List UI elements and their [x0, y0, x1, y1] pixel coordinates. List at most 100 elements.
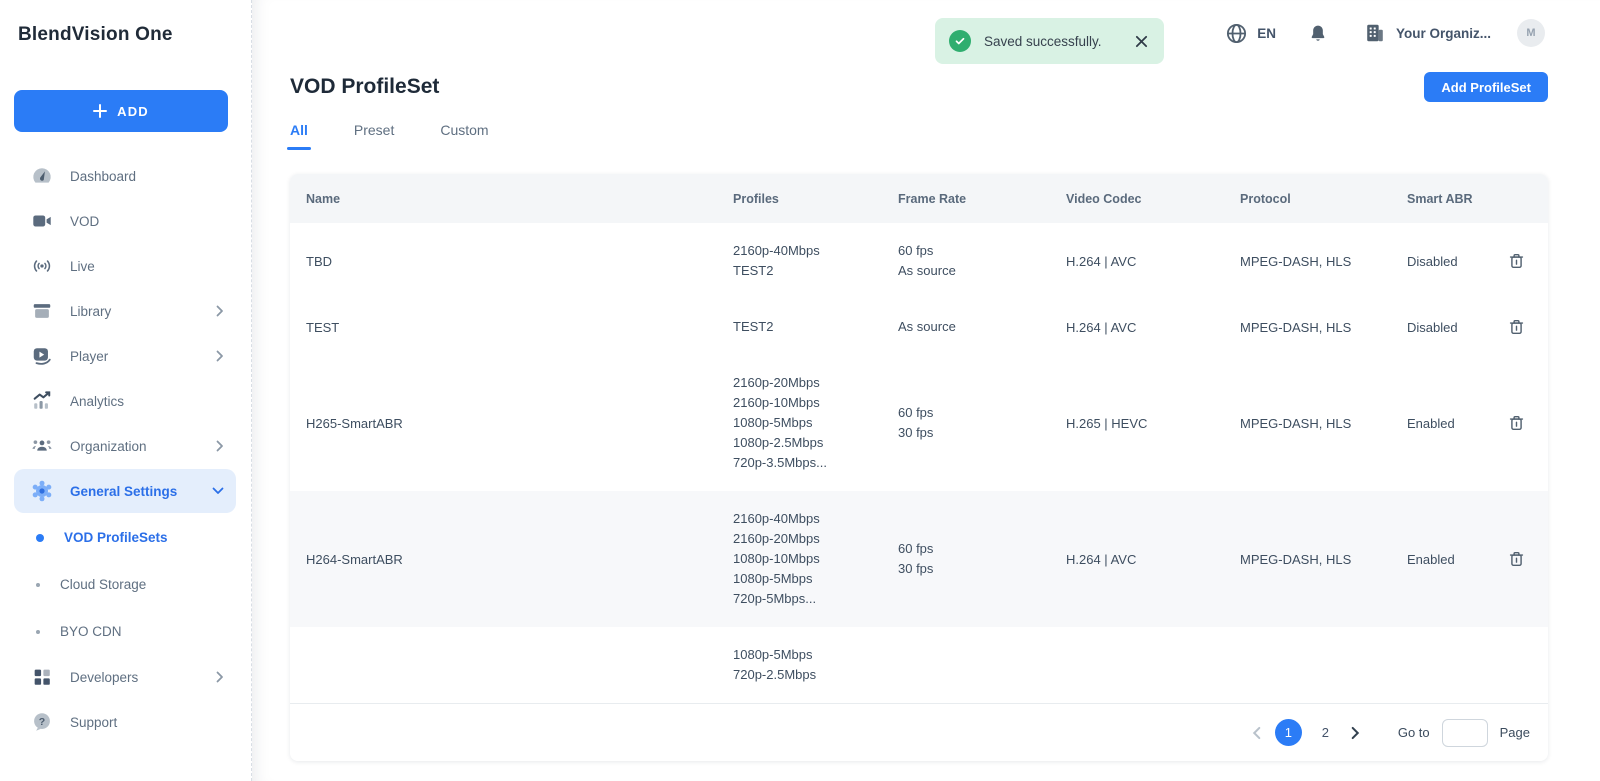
sidebar-subitem-label: BYO CDN	[60, 624, 122, 639]
table-row[interactable]: TEST TEST2 As source H.264 | AVC MPEG-DASH, …	[290, 299, 1548, 355]
svg-text:?: ?	[39, 716, 45, 728]
cell-name: TBD	[306, 253, 332, 269]
analytics-icon	[30, 390, 54, 412]
sidebar-subitem-byo-cdn[interactable]: BYO CDN	[0, 608, 251, 655]
table-body: TBD 2160p-40Mbps TEST2 60 fps As source H.264…	[290, 223, 1548, 703]
goto-label: Go to	[1397, 725, 1430, 740]
table-row[interactable]: H264-SmartABR 2160p-40Mbps 2160p-20Mbps 108…	[290, 491, 1548, 627]
sidebar-item-support[interactable]: ? Support	[14, 700, 236, 744]
tab-preset[interactable]: Preset	[353, 122, 395, 138]
page-title: VOD ProfileSet	[290, 75, 440, 98]
library-icon	[30, 300, 54, 322]
sidebar-subitem-vod-profilesets[interactable]: VOD ProfileSets	[0, 514, 251, 561]
dashboard-icon	[30, 165, 54, 187]
cell-frame-rate: 60 fps 30 fps	[898, 405, 934, 440]
goto-page-input[interactable]	[1441, 718, 1488, 747]
table-row-partial[interactable]: 1080p-5Mbps 720p-2.5Mbps	[290, 627, 1548, 703]
organization-selector[interactable]: Your Organiz...	[1364, 22, 1491, 44]
sidebar-item-label: Analytics	[70, 393, 125, 409]
cell-protocol: MPEG-DASH, HLS	[1240, 415, 1352, 431]
close-icon[interactable]	[1135, 35, 1148, 48]
sidebar-subitem-label: VOD ProfileSets	[64, 530, 168, 545]
add-profileset-button[interactable]: Add ProfileSet	[1424, 72, 1548, 102]
chevron-right-icon	[216, 440, 224, 452]
sidebar-item-player[interactable]: Player	[14, 334, 236, 378]
column-header-protocol: Protocol	[1240, 191, 1291, 206]
sidebar-item-analytics[interactable]: Analytics	[14, 379, 236, 423]
sidebar-item-live[interactable]: Live	[14, 244, 236, 288]
tab-all[interactable]: All	[287, 122, 311, 150]
cell-smart-abr: Disabled	[1407, 319, 1458, 335]
page-next-button[interactable]	[1351, 726, 1360, 740]
table-row[interactable]: H265-SmartABR 2160p-20Mbps 2160p-10Mbps 108…	[290, 355, 1548, 491]
cell-profiles: 2160p-40Mbps 2160p-20Mbps 1080p-10Mbps 1080…	[733, 511, 820, 606]
cell-video-codec: H.265 | HEVC	[1066, 415, 1148, 431]
sidebar-subitem-cloud-storage[interactable]: Cloud Storage	[0, 561, 251, 608]
chevron-right-icon	[216, 350, 224, 362]
live-icon	[30, 255, 54, 277]
sidebar-item-library[interactable]: Library	[14, 289, 236, 333]
settings-gear-icon	[30, 479, 54, 503]
organization-name: Your Organiz...	[1395, 25, 1491, 41]
add-button[interactable]: ADD	[14, 90, 228, 132]
cell-video-codec: H.264 | AVC	[1066, 319, 1137, 335]
tab-custom[interactable]: Custom	[440, 122, 489, 138]
cell-name: TEST	[306, 319, 340, 335]
success-toast: Saved successfully.	[935, 18, 1164, 64]
cell-profiles: 2160p-40Mbps TEST2	[733, 243, 820, 278]
trash-icon[interactable]	[1507, 317, 1532, 337]
add-button-label: ADD	[117, 103, 149, 119]
support-icon: ?	[30, 711, 54, 733]
toast-message: Saved successfully.	[984, 33, 1102, 49]
page-number-1[interactable]: 1	[1274, 719, 1302, 746]
topbar: EN Your Organiz... M	[252, 0, 1600, 66]
player-icon	[30, 345, 54, 367]
building-icon	[1364, 22, 1386, 44]
page-number-2[interactable]: 2	[1321, 725, 1329, 740]
tab-bar: All Preset Custom	[287, 122, 1548, 150]
bell-icon	[1308, 23, 1328, 44]
sidebar-item-developers[interactable]: Developers	[14, 655, 236, 699]
sidebar-item-general-settings[interactable]: General Settings	[14, 469, 236, 513]
trash-icon[interactable]	[1507, 413, 1532, 433]
sidebar-item-vod[interactable]: VOD	[14, 199, 236, 243]
sidebar-item-dashboard[interactable]: Dashboard	[14, 154, 236, 198]
sidebar-item-label: General Settings	[70, 483, 178, 499]
trash-icon[interactable]	[1507, 549, 1532, 569]
pagination: 1 2 Go to Page	[290, 703, 1548, 761]
column-header-name: Name	[306, 191, 341, 206]
trash-icon[interactable]	[1507, 251, 1532, 271]
sidebar-item-label: Live	[70, 258, 95, 274]
column-header-video-codec: Video Codec	[1066, 191, 1142, 206]
cell-protocol: MPEG-DASH, HLS	[1240, 319, 1352, 335]
avatar[interactable]: M	[1517, 19, 1545, 47]
chevron-right-icon	[216, 671, 224, 683]
column-header-smart-abr: Smart ABR	[1407, 191, 1473, 206]
cell-protocol: MPEG-DASH, HLS	[1240, 253, 1352, 269]
app-logo: BlendVision One	[18, 24, 173, 45]
sidebar-item-label: Dashboard	[70, 168, 137, 184]
vod-icon	[30, 210, 54, 232]
language-selector[interactable]: EN	[1225, 22, 1276, 45]
table-row[interactable]: TBD 2160p-40Mbps TEST2 60 fps As source H.264…	[290, 223, 1548, 299]
sidebar-item-label: VOD	[70, 213, 100, 229]
sidebar-nav: Dashboard VOD Live Library Player Analytics Or…	[0, 154, 251, 744]
cell-video-codec: H.264 | AVC	[1066, 551, 1137, 567]
cell-profiles: 1080p-5Mbps 720p-2.5Mbps	[733, 647, 817, 682]
sidebar-subitem-label: Cloud Storage	[60, 577, 147, 592]
sidebar-item-label: Support	[70, 714, 118, 730]
chevron-right-icon	[216, 305, 224, 317]
globe-icon	[1225, 22, 1248, 45]
page-content: VOD ProfileSet Add ProfileSet All Preset…	[252, 72, 1600, 761]
sidebar-item-organization[interactable]: Organization	[14, 424, 236, 468]
sidebar-item-label: Player	[70, 348, 109, 364]
notifications-button[interactable]	[1308, 23, 1328, 44]
cell-name: H264-SmartABR	[306, 551, 403, 567]
cell-smart-abr: Enabled	[1407, 551, 1455, 567]
cell-smart-abr: Disabled	[1407, 253, 1458, 269]
main-area: Saved successfully. EN Your Organiz... M…	[252, 0, 1600, 781]
developers-icon	[30, 666, 54, 688]
page-prev-button[interactable]	[1252, 726, 1261, 740]
chevron-left-icon	[1252, 726, 1261, 740]
chevron-down-icon	[212, 487, 224, 495]
